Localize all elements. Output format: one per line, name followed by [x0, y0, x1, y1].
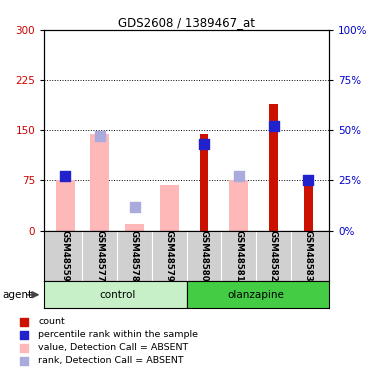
Bar: [304, 183, 313, 231]
Text: GSM48578: GSM48578: [130, 230, 139, 282]
Bar: [90, 134, 109, 231]
Bar: [200, 134, 208, 231]
Point: [271, 123, 277, 129]
Text: rank, Detection Call = ABSENT: rank, Detection Call = ABSENT: [38, 356, 184, 365]
Text: percentile rank within the sample: percentile rank within the sample: [38, 330, 198, 339]
Point: [21, 332, 27, 338]
Point: [21, 358, 27, 364]
Bar: [269, 104, 278, 231]
Text: GSM48582: GSM48582: [269, 230, 278, 282]
Text: agent: agent: [2, 290, 32, 300]
Point: [21, 345, 27, 351]
Bar: [160, 185, 179, 231]
Text: value, Detection Call = ABSENT: value, Detection Call = ABSENT: [38, 344, 189, 352]
Text: control: control: [99, 290, 136, 300]
Text: GSM48579: GSM48579: [165, 230, 174, 282]
Text: GSM48580: GSM48580: [199, 230, 209, 282]
Bar: [125, 224, 144, 231]
Bar: [229, 180, 248, 231]
Text: count: count: [38, 317, 65, 326]
Text: GSM48559: GSM48559: [60, 230, 70, 282]
Point: [305, 177, 311, 183]
Text: GSM48577: GSM48577: [95, 230, 104, 282]
Text: olanzapine: olanzapine: [228, 290, 285, 300]
Point: [236, 174, 242, 180]
Title: GDS2608 / 1389467_at: GDS2608 / 1389467_at: [118, 16, 255, 29]
Text: GSM48581: GSM48581: [234, 230, 243, 282]
Point: [62, 174, 68, 180]
Point: [132, 204, 138, 210]
Text: GSM48583: GSM48583: [304, 230, 313, 282]
Bar: [55, 180, 75, 231]
Point: [97, 134, 103, 140]
Point: [21, 319, 27, 325]
Point: [201, 141, 207, 147]
